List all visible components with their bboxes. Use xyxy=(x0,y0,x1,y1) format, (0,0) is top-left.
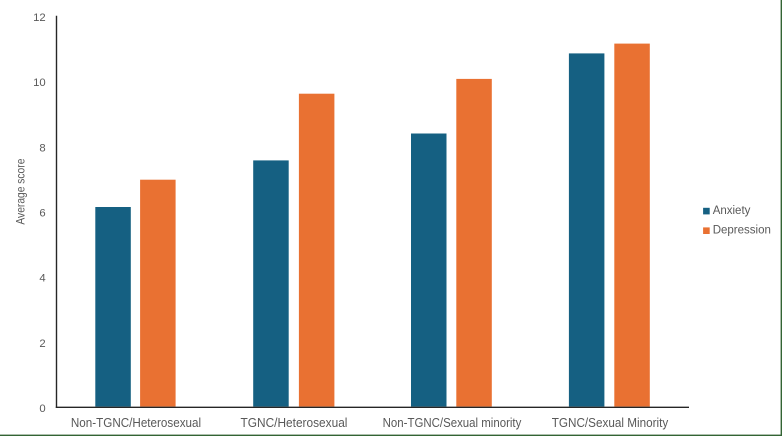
svg-text:12: 12 xyxy=(33,12,46,24)
svg-text:10: 10 xyxy=(33,77,46,89)
svg-text:6: 6 xyxy=(39,208,45,220)
svg-text:TGNC/Sexual Minority: TGNC/Sexual Minority xyxy=(552,416,669,430)
svg-text:Non-TGNC/Sexual minority: Non-TGNC/Sexual minority xyxy=(383,416,522,430)
svg-text:Non-TGNC/Heterosexual: Non-TGNC/Heterosexual xyxy=(71,416,201,430)
svg-text:Depression: Depression xyxy=(713,225,771,237)
svg-text:Average score: Average score xyxy=(14,159,27,225)
svg-text:0: 0 xyxy=(39,403,45,415)
svg-text:Anxiety: Anxiety xyxy=(713,205,751,217)
svg-text:2: 2 xyxy=(39,338,45,350)
svg-text:4: 4 xyxy=(39,273,45,285)
svg-text:8: 8 xyxy=(39,142,45,154)
svg-text:TGNC/Heterosexual: TGNC/Heterosexual xyxy=(241,416,348,430)
